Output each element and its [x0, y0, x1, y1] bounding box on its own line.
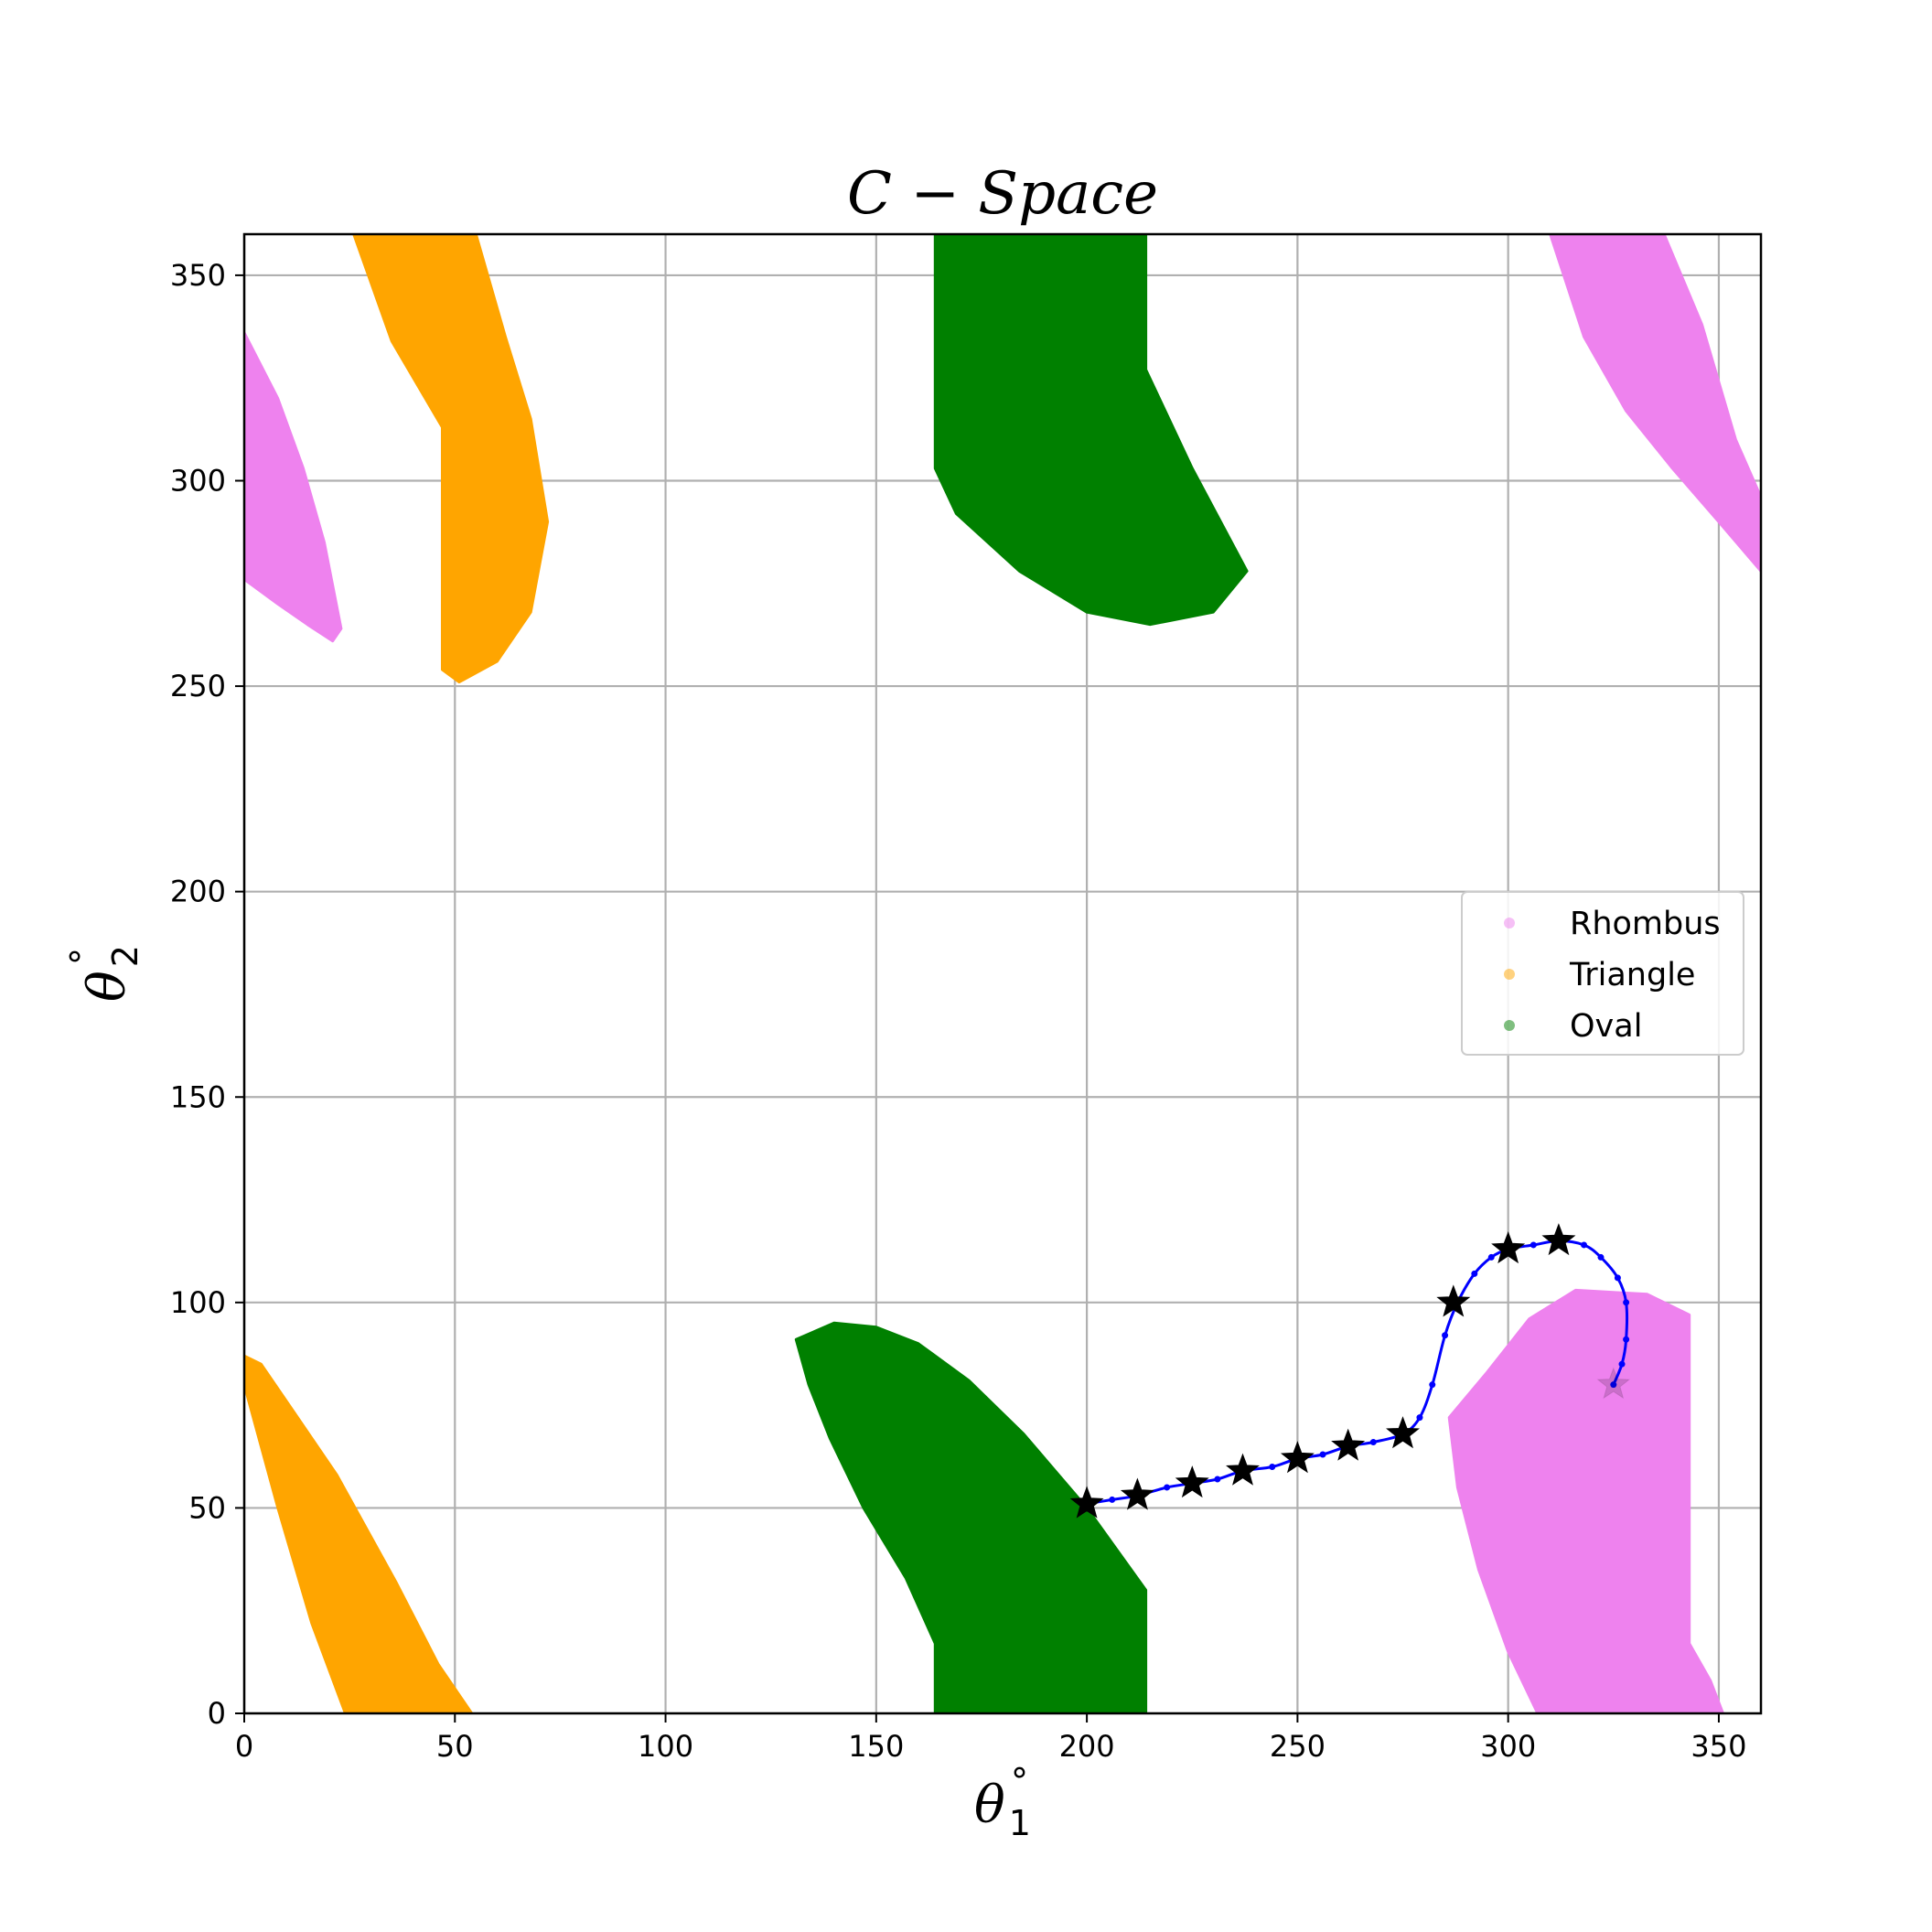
y-tick-label-200: 200 [170, 875, 226, 909]
x-tick-label-150: 150 [848, 1729, 904, 1764]
axis-ticks: 0 50 100 150 200 250 300 350 0 50 100 150 200 250 300 3… [170, 258, 1747, 1764]
legend: Rhombus Triangle Oval [1461, 891, 1744, 1056]
path-point-21 [1530, 1241, 1537, 1249]
x-tick-label-0: 0 [235, 1729, 253, 1764]
region-rhombus-2 [1549, 234, 1761, 573]
waypoint-star-5 [1280, 1441, 1315, 1474]
path-point-23 [1581, 1241, 1588, 1249]
path-point-12 [1369, 1439, 1377, 1446]
waypoint-star-7 [1386, 1416, 1420, 1449]
y-tick-label-100: 100 [170, 1285, 226, 1320]
path-point-15 [1429, 1381, 1436, 1389]
path-point-18 [1471, 1270, 1478, 1277]
legend-label-triangle: Triangle [1569, 957, 1695, 993]
x-tick-label-350: 350 [1690, 1729, 1746, 1764]
path-point-6 [1214, 1476, 1221, 1483]
region-rhombus-3 [1447, 1288, 1724, 1713]
path-point-28 [1618, 1360, 1626, 1368]
x-axis-label-sub: 1 [1009, 1803, 1031, 1843]
path-point-4 [1164, 1484, 1171, 1491]
y-axis-label-symbol: θ [78, 971, 137, 1002]
path-point-29 [1610, 1381, 1617, 1389]
x-axis-label-symbol: θ [974, 1776, 1005, 1835]
path-point-24 [1597, 1253, 1605, 1261]
region-triangle-2 [244, 1354, 474, 1713]
y-tick-label-350: 350 [170, 258, 226, 293]
waypoint-star-3 [1175, 1465, 1209, 1498]
x-axis-label-sup: ° [1011, 1761, 1028, 1801]
waypoint-markers [1069, 1223, 1631, 1519]
y-axis-label-sub: 2 [105, 945, 145, 967]
obstacle-regions [244, 234, 1761, 1713]
path-point-14 [1416, 1414, 1423, 1422]
path-point-26 [1623, 1299, 1630, 1306]
path-point-10 [1319, 1451, 1326, 1458]
x-tick-label-250: 250 [1270, 1729, 1326, 1764]
path-point-2 [1109, 1496, 1116, 1503]
legend-label-oval: Oval [1570, 1008, 1642, 1045]
region-rhombus-1 [244, 331, 343, 643]
legend-box [1461, 891, 1744, 1056]
plot-frame [242, 232, 1763, 1715]
region-oval-1 [933, 234, 1249, 627]
y-axis-label: θ 2° [63, 945, 145, 1002]
legend-marker-rhombus [1504, 918, 1515, 928]
waypoint-star-4 [1226, 1453, 1260, 1486]
legend-marker-oval [1504, 1020, 1515, 1031]
path-point-25 [1614, 1274, 1621, 1282]
waypoint-star-11 [1596, 1367, 1631, 1400]
chart-title: C − Space [847, 160, 1158, 228]
waypoint-star-2 [1120, 1477, 1154, 1510]
path-point-8 [1269, 1464, 1276, 1470]
y-tick-label-50: 50 [188, 1490, 226, 1525]
x-axis-label: θ 1° [974, 1761, 1031, 1843]
x-tick-label-200: 200 [1059, 1729, 1115, 1764]
legend-marker-triangle [1504, 969, 1515, 980]
waypoint-star-8 [1436, 1284, 1471, 1317]
y-tick-label-0: 0 [208, 1696, 226, 1731]
x-tick-label-100: 100 [638, 1729, 693, 1764]
legend-label-rhombus: Rhombus [1570, 906, 1721, 942]
waypoint-star-6 [1331, 1428, 1366, 1461]
y-axis-label-sup: ° [63, 948, 103, 965]
region-oval-2 [794, 1321, 1148, 1713]
y-tick-label-250: 250 [170, 669, 226, 703]
x-tick-label-300: 300 [1480, 1729, 1536, 1764]
y-tick-label-300: 300 [170, 464, 226, 499]
waypoint-star-9 [1491, 1230, 1526, 1264]
x-tick-label-50: 50 [436, 1729, 474, 1764]
y-tick-label-150: 150 [170, 1079, 226, 1114]
waypoint-star-10 [1541, 1223, 1576, 1256]
region-triangle-1 [352, 234, 550, 684]
path-point-16 [1442, 1332, 1449, 1339]
path-point-19 [1487, 1253, 1495, 1261]
waypoint-star-1 [1069, 1486, 1104, 1519]
path-point-27 [1623, 1336, 1630, 1343]
